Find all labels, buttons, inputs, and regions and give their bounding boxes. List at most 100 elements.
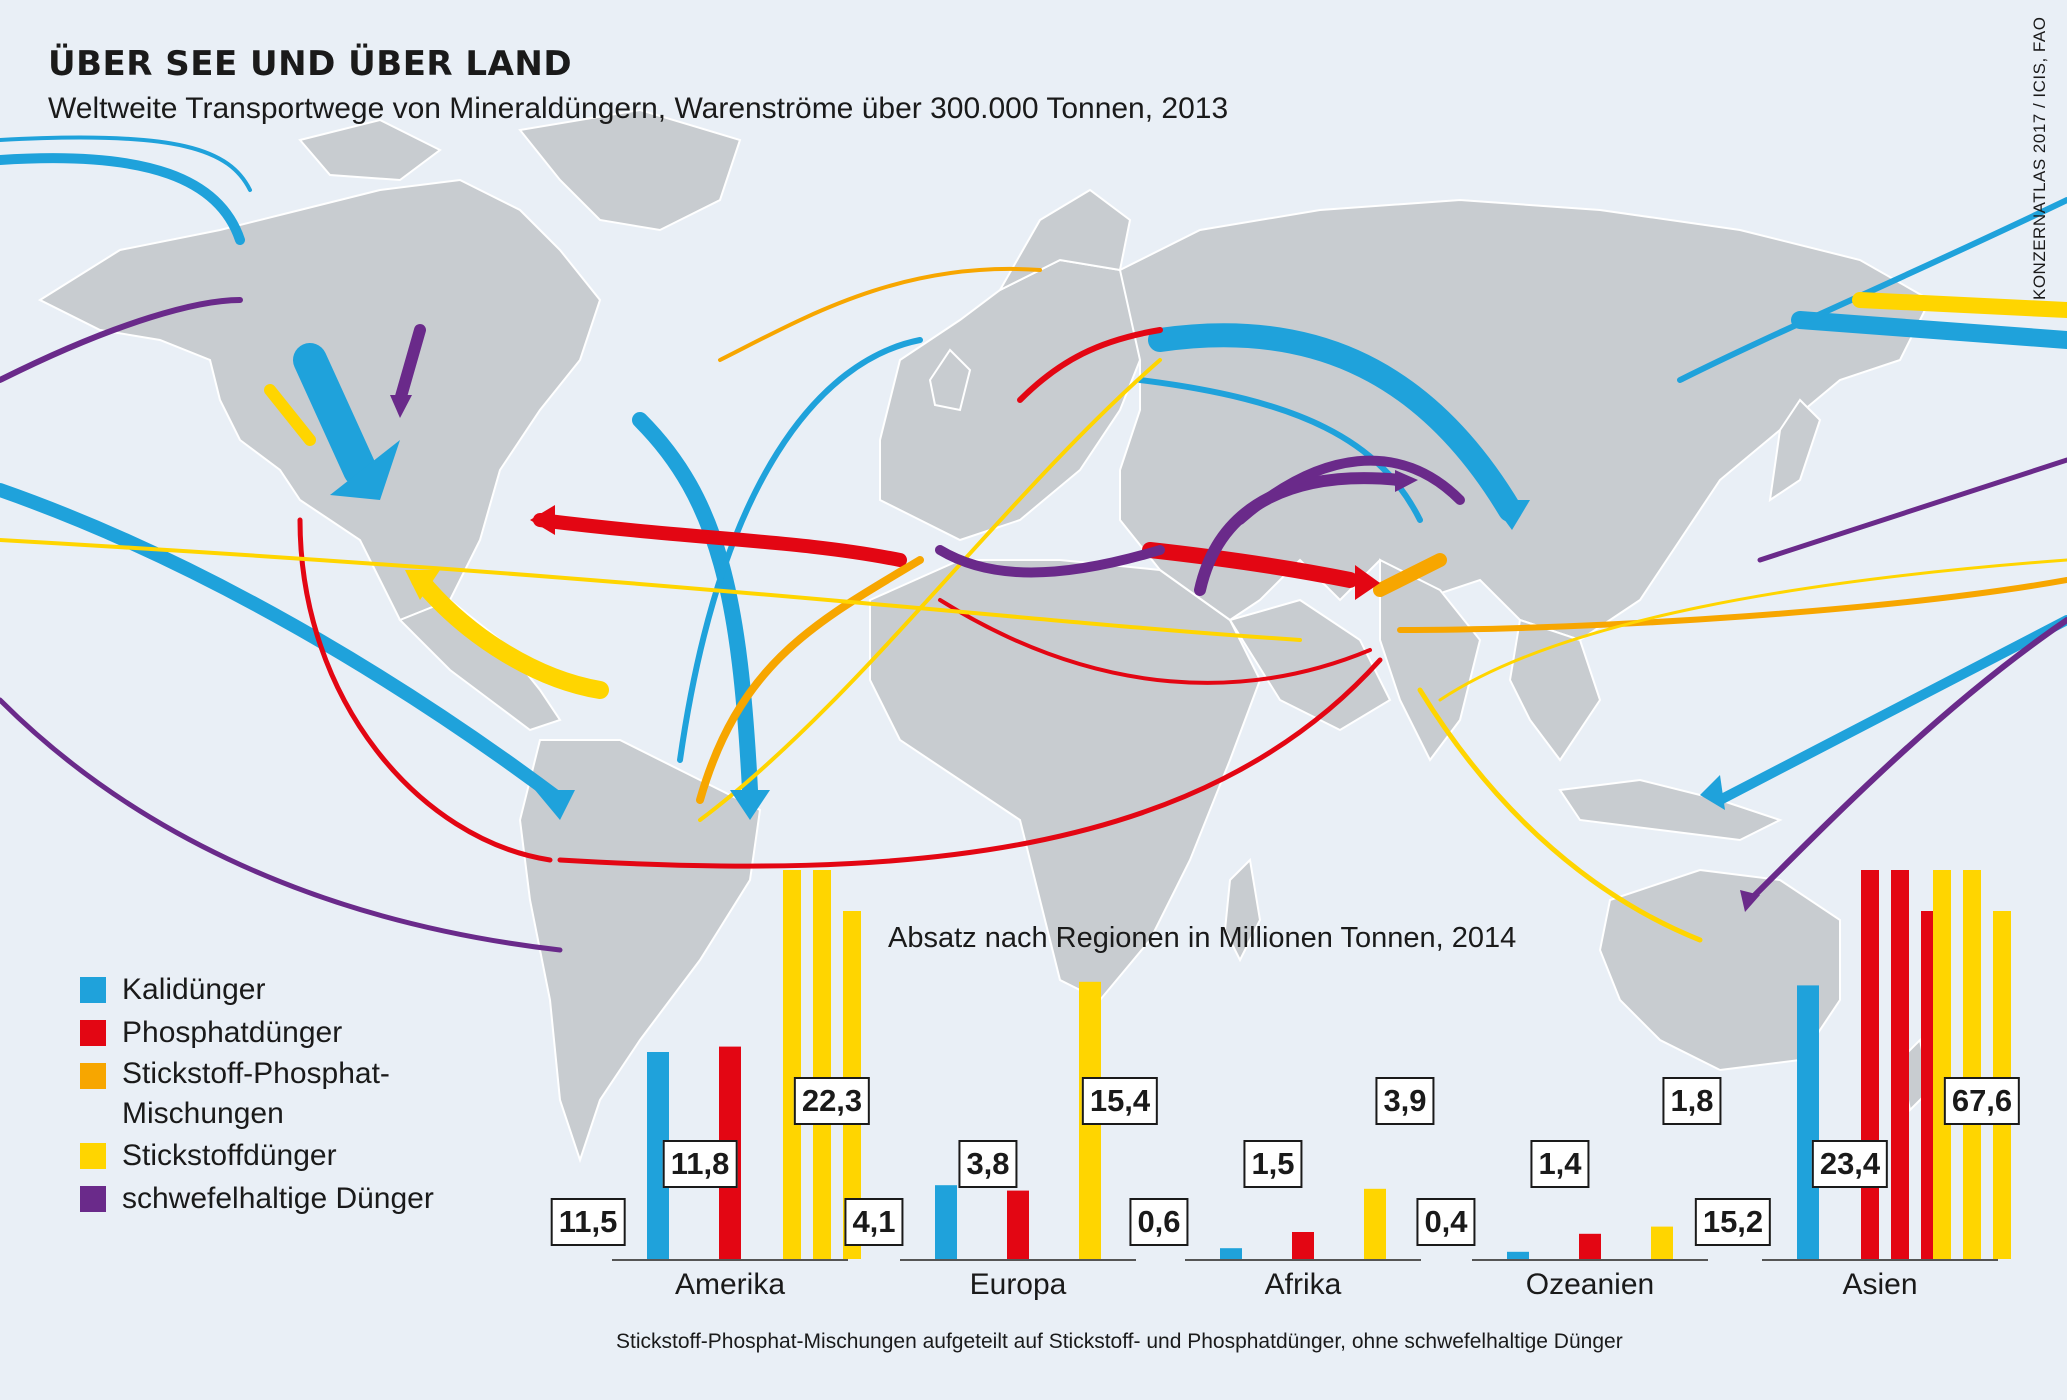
route-phos-china-india: [938, 598, 1372, 685]
route-n-china-australia: [1438, 558, 2067, 702]
route-arrowheads: [330, 395, 1760, 912]
value-label-asien-2: 67,6: [1943, 1077, 2021, 1125]
value-label-asien-0: 15,2: [1694, 1198, 1772, 1246]
bar-ozeanien-1: [1579, 1233, 1601, 1259]
bar-amerika-0: [647, 1052, 669, 1259]
bar-afrika-1: [1292, 1232, 1314, 1259]
region-label-amerika: Amerika: [674, 1268, 786, 1301]
bar-europa-1: [1007, 1190, 1029, 1259]
land-africa: [869, 559, 1262, 1002]
land-scandinavia: [997, 188, 1132, 293]
legend-item-schwefel: schwefelhaltige Dünger: [80, 1177, 434, 1220]
region-label-europa: Europa: [969, 1268, 1067, 1301]
legend-swatch-stickstoff: [80, 1143, 106, 1169]
page-title: ÜBER SEE UND ÜBER LAND: [48, 44, 573, 84]
route-n-africa-usa: [411, 571, 609, 699]
route-kali-russia-india: [1137, 377, 1423, 523]
route-n-mideast-world: [0, 538, 1302, 642]
legend-item-kali: Kalidünger: [80, 968, 434, 1011]
value-label-europa-0: 4,1: [844, 1198, 904, 1246]
land-arabia: [1228, 598, 1392, 732]
route-kali-canada-atlantic: [0, 135, 252, 192]
trade-routes: [0, 135, 2067, 953]
value-label-europa-2: 15,4: [1081, 1077, 1159, 1125]
value-label-amerika-0: 11,5: [550, 1198, 626, 1246]
land-india: [1379, 558, 1482, 762]
arrowhead-kali-asia: [1700, 775, 1725, 810]
route-s-canada-south-america: [0, 697, 563, 953]
land-indonesia: [1558, 778, 1783, 842]
value-label-ozeanien-0: 0,4: [1416, 1198, 1476, 1246]
bar-ozeanien-0: [1507, 1251, 1529, 1259]
bar-chart-title: Absatz nach Regionen in Millionen Tonnen…: [888, 922, 1517, 954]
arrowhead-phos-usa: [530, 505, 555, 535]
land-central-america: [398, 598, 562, 732]
route-n-russia-brazil: [698, 358, 1162, 822]
page-subtitle: Weltweite Transportwege von Mineraldünge…: [48, 92, 1229, 125]
route-s-mideast-europe: [935, 545, 1165, 578]
region-label-asien: Asien: [1842, 1268, 1918, 1301]
route-s-asia-australia: [1747, 617, 2067, 903]
bar-asien-1-segment-0: [1861, 870, 1879, 1259]
bar-chart-note: Stickstoff-Phosphat-Mischungen aufgeteil…: [616, 1330, 1623, 1353]
route-s-canada-usa: [394, 324, 426, 406]
arrowhead-kali-south-america: [535, 790, 575, 820]
route-s-canada-pacific: [0, 297, 243, 383]
route-np-europe-america: [718, 266, 1042, 362]
arrowhead-s-australia: [1740, 890, 1760, 912]
value-label-ozeanien-2: 1,8: [1662, 1077, 1722, 1125]
route-kali-asia-east: [1791, 311, 2067, 349]
route-n-asia-australia: [1417, 687, 1703, 943]
bar-afrika-2: [1364, 1188, 1386, 1259]
value-label-amerika-1: 11,8: [662, 1140, 738, 1188]
route-phos-morocco-india: [1142, 542, 1358, 588]
land-greenland: [518, 108, 742, 232]
route-kali-eu-brazil: [632, 412, 758, 798]
legend-item-np-mix: Stickstoff-Phosphat- Mischungen: [80, 1054, 434, 1134]
route-np-asia-east: [1397, 577, 2067, 633]
legend-label-stickstoff: Stickstoffdünger: [122, 1139, 337, 1172]
route-s-mideast-china: [1235, 455, 1465, 525]
route-kali-canada-northwest: [0, 153, 245, 245]
arrowhead-kali-brazil: [730, 790, 770, 820]
legend-swatch-kali: [80, 977, 106, 1003]
arrowhead-s-usa: [390, 395, 412, 418]
route-phos-morocco-usa: [533, 513, 907, 567]
route-phos-us-brazil: [297, 517, 553, 863]
arrowhead-phos-india: [1355, 565, 1380, 600]
value-label-afrika-1: 1,5: [1243, 1140, 1303, 1188]
bar-asien-2-segment-0: [1933, 870, 1951, 1259]
arrowhead-kali-usa: [330, 440, 400, 500]
legend-label-kali: Kalidünger: [122, 973, 266, 1006]
legend-label-schwefel: schwefelhaltige Dünger: [122, 1182, 434, 1215]
source-credit: KONZERNATLAS 2017 / ICIS, FAO: [2030, 16, 2049, 300]
land-arctic-islands: [298, 118, 442, 182]
legend-label-np-mix-line2: Mischungen: [122, 1097, 284, 1130]
land-japan: [1768, 398, 1822, 503]
route-phos-russia-europe: [1017, 327, 1163, 403]
value-label-amerika-2: 22,3: [793, 1077, 871, 1125]
region-label-afrika: Afrika: [1264, 1268, 1342, 1301]
legend: Kalidünger Phosphatdünger Stickstoff-Pho…: [80, 968, 434, 1220]
route-np-russia-brazil: [696, 556, 924, 804]
route-kali-canada-pacific: [0, 483, 567, 807]
legend-swatch-phosphat: [80, 1020, 106, 1046]
legend-item-phosphat: Phosphatdünger: [80, 1011, 434, 1054]
value-label-afrika-2: 3,9: [1375, 1077, 1435, 1125]
bar-afrika-0: [1220, 1248, 1242, 1259]
land-madagascar: [1223, 857, 1262, 963]
arrowhead-s-india: [1395, 470, 1418, 492]
bar-asien-2-segment-1: [1963, 870, 1981, 1259]
value-label-ozeanien-1: 1,4: [1530, 1140, 1590, 1188]
bar-amerika-2-segment-1: [813, 870, 831, 1259]
legend-label-np-mix: Stickstoff-Phosphat-: [122, 1057, 390, 1090]
route-phos-africa-brazil: [557, 657, 1383, 869]
legend-swatch-np-mix: [80, 1063, 106, 1089]
route-kali-russia-china: [1148, 323, 1522, 522]
route-kali-canada-asia: [1677, 197, 2067, 383]
legend-label-phosphat: Phosphatdünger: [122, 1016, 343, 1049]
land-uk: [928, 348, 972, 412]
route-n-asia-pacific: [1852, 292, 2067, 318]
